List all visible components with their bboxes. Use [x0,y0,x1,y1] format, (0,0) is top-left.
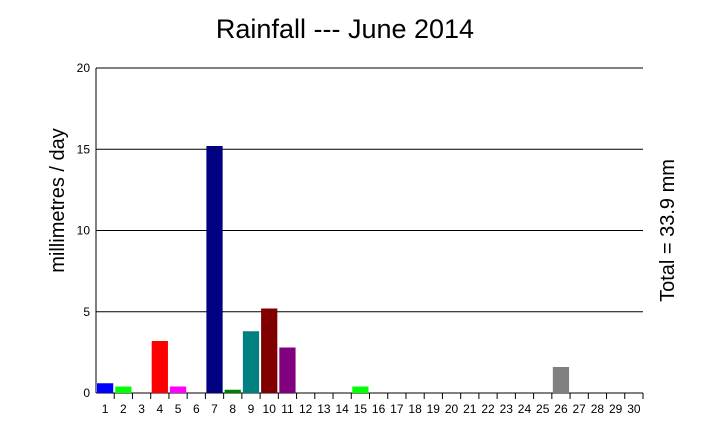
x-tick-label: 5 [175,402,182,416]
x-tick-label: 28 [591,402,605,416]
x-tick-label: 2 [120,402,127,416]
x-tick-label: 3 [138,402,145,416]
bar [169,386,187,393]
bar [261,308,278,393]
x-tick-label: 22 [481,402,495,416]
bar [352,386,369,393]
y-tick-label: 15 [77,142,91,156]
bar [552,367,570,393]
x-tick-label: 26 [554,402,568,416]
x-tick-label: 15 [354,402,368,416]
x-tick-label: 23 [500,402,514,416]
x-tick-label: 16 [372,402,386,416]
bar [97,383,114,393]
y-tick-label: 20 [77,61,91,75]
y-tick-label: 10 [77,224,91,238]
y-axis-label: millimetres / day [47,128,69,272]
x-tick-label: 18 [408,402,422,416]
x-tick-label: 9 [248,402,255,416]
x-tick-label: 12 [299,402,313,416]
total-label: Total = 33.9 mm [657,159,679,302]
chart-title: Rainfall --- June 2014 [215,14,475,44]
x-tick-label: 7 [211,402,218,416]
x-tick-label: 14 [335,402,349,416]
x-tick-label: 17 [390,402,404,416]
y-tick-label: 0 [83,386,90,400]
x-tick-label: 10 [263,402,277,416]
y-tick-label: 5 [83,305,90,319]
x-tick-label: 27 [573,402,587,416]
x-tick-label: 6 [193,402,200,416]
bar [151,341,168,393]
x-tick-label: 21 [463,402,477,416]
x-tick-label: 1 [102,402,109,416]
x-tick-label: 11 [281,402,294,416]
bar [206,146,223,393]
x-tick-label: 8 [229,402,236,416]
bar [224,389,241,393]
x-tick-label: 24 [518,402,532,416]
x-tick-label: 30 [627,402,641,416]
x-tick-label: 29 [609,402,623,416]
x-tick-label: 25 [536,402,550,416]
bar [115,386,132,393]
x-tick-label: 19 [427,402,441,416]
bar [279,347,296,393]
x-tick-label: 13 [317,402,331,416]
x-tick-label: 4 [156,402,163,416]
x-tick-label: 20 [445,402,459,416]
bar [242,331,260,393]
